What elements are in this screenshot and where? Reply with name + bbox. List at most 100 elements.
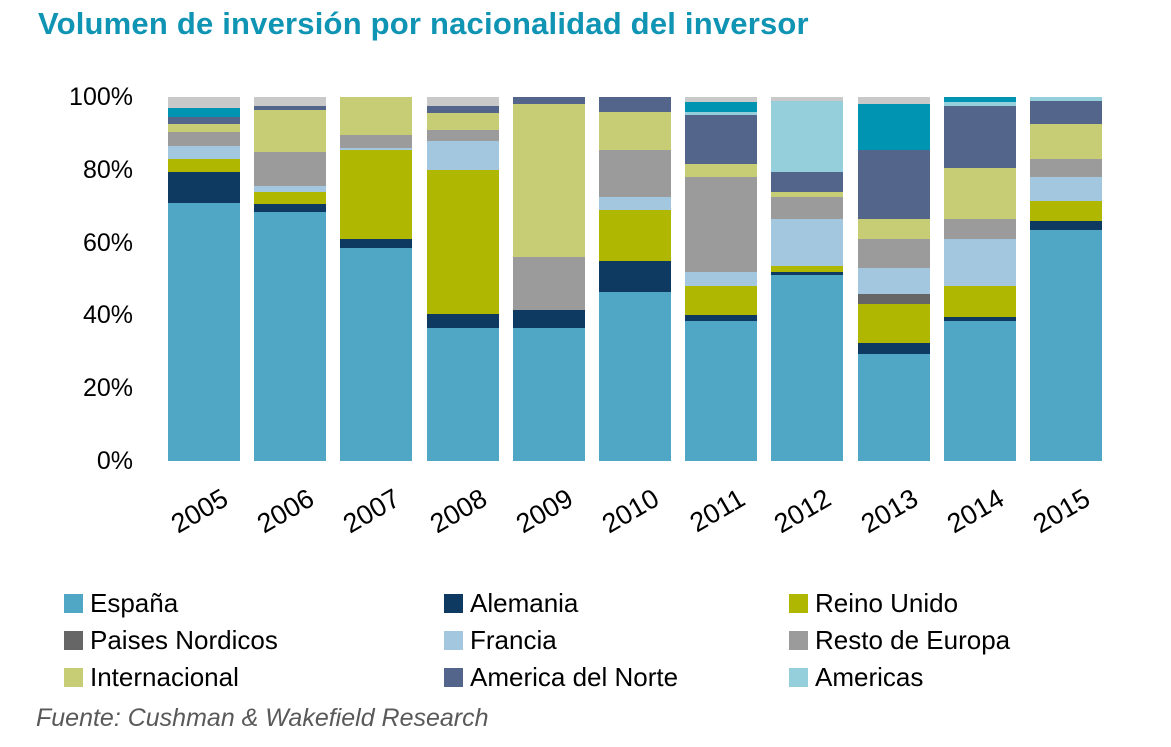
- bar-segment: [1030, 200, 1102, 221]
- x-axis-tick-label: 2007: [338, 483, 406, 540]
- bar-segment: [771, 100, 844, 172]
- bar-segment: [254, 191, 327, 205]
- x-axis-tick-label: 2013: [855, 483, 923, 540]
- source-note: Fuente: Cushman & Wakefield Research: [36, 704, 489, 732]
- legend-swatch-icon: [444, 593, 463, 613]
- bar-segment: [168, 202, 240, 461]
- bar-segment: [599, 97, 671, 112]
- bar-segment: [771, 171, 844, 192]
- bar-segment: [254, 211, 327, 461]
- bar-segment: [1030, 97, 1102, 101]
- bar-segment: [426, 140, 499, 170]
- bar-segment: [512, 309, 585, 329]
- bar-segment: [943, 218, 1016, 239]
- chart-legend: España Alemania Reino Unido Paises Nordicos…: [64, 588, 1010, 692]
- legend-item: Americas: [789, 662, 1010, 692]
- bar-segment: [943, 238, 1016, 287]
- bar-segment: [426, 106, 499, 114]
- legend-swatch-icon: [64, 630, 83, 650]
- x-axis-tick-label: 2012: [769, 483, 837, 540]
- bar-segment: [168, 171, 240, 203]
- bar-segment: [857, 218, 930, 239]
- bar-segment: [1030, 158, 1102, 178]
- bar-segment: [857, 304, 930, 343]
- legend-swatch-icon: [789, 593, 808, 613]
- bar-segment: [254, 204, 327, 212]
- bar-segment: [168, 146, 240, 159]
- bar-segment: [771, 97, 844, 101]
- y-axis-tick-label: 0%: [96, 447, 133, 475]
- bar-segment: [168, 124, 240, 132]
- y-axis-tick-label: 100%: [69, 83, 133, 111]
- legend-item: Paises Nordicos: [64, 625, 444, 655]
- bar-segment: [685, 271, 758, 287]
- legend-item: Reino Unido: [789, 588, 1010, 618]
- bar-segment: [685, 102, 758, 112]
- legend-swatch-icon: [789, 667, 808, 687]
- bar-segment: [599, 111, 671, 150]
- legend-label: Resto de Europa: [815, 625, 1011, 655]
- bar-segment: [340, 135, 413, 148]
- bar-segment: [771, 275, 844, 461]
- legend-label: Americas: [815, 662, 924, 692]
- bar-segment: [857, 268, 930, 294]
- bar-segment: [599, 149, 671, 198]
- bar-segment: [254, 109, 327, 152]
- bar-segment: [857, 238, 930, 269]
- legend-item: Resto de Europa: [789, 625, 1010, 655]
- bar-segment: [168, 158, 240, 172]
- bar-segment: [771, 191, 844, 198]
- bar-segment: [254, 186, 327, 192]
- legend-swatch-icon: [444, 667, 463, 687]
- bar-segment: [857, 342, 930, 354]
- legend-label: Alemania: [470, 588, 579, 618]
- bar-segment: [599, 291, 671, 461]
- bar-segment: [685, 111, 758, 116]
- bar-segment: [426, 97, 499, 107]
- bar-segment: [685, 177, 758, 272]
- bar-segment: [1030, 100, 1102, 125]
- bar-segment: [599, 260, 671, 292]
- legend-label: Reino Unido: [815, 588, 959, 618]
- bar-segment: [857, 104, 930, 150]
- chart-title: Volumen de inversión por nacionalidad de…: [38, 6, 809, 41]
- y-axis-tick-label: 20%: [82, 374, 133, 403]
- bar-segment: [857, 97, 930, 105]
- bar-segment: [254, 97, 327, 107]
- bar-segment: [857, 293, 930, 305]
- legend-swatch-icon: [64, 667, 83, 687]
- bar-segment: [685, 286, 758, 316]
- y-axis-tick-label: 60%: [82, 228, 133, 257]
- y-axis-tick-label: 40%: [82, 301, 133, 330]
- x-axis-tick-label: 2008: [424, 483, 492, 540]
- bar-segment: [943, 97, 1016, 103]
- bar-segment: [340, 97, 413, 136]
- legend-swatch-icon: [64, 593, 83, 613]
- legend-label: España: [90, 588, 179, 618]
- bar-segment: [340, 238, 413, 249]
- bar-segment: [426, 169, 499, 314]
- bar-segment: [685, 320, 758, 461]
- bar-segment: [168, 131, 240, 147]
- bar-segment: [1030, 229, 1102, 461]
- bar-segment: [1030, 177, 1102, 201]
- bar-segment: [771, 197, 844, 219]
- bar-segment: [685, 115, 758, 165]
- bar-segment: [943, 102, 1016, 107]
- bar-segment: [943, 317, 1016, 321]
- bar-segment: [943, 106, 1016, 168]
- bar-segment: [599, 209, 671, 261]
- legend-label: America del Norte: [470, 662, 679, 692]
- bar-segment: [340, 149, 413, 239]
- x-axis-tick-label: 2005: [165, 483, 233, 540]
- bar-segment: [254, 151, 327, 187]
- bar-segment: [1030, 220, 1102, 230]
- bar-segment: [168, 107, 240, 117]
- bar-segment: [599, 197, 671, 210]
- legend-item: Francia: [444, 625, 789, 655]
- bar-segment: [771, 271, 844, 276]
- legend-label: Francia: [470, 625, 557, 655]
- legend-item: America del Norte: [444, 662, 789, 692]
- bar-segment: [771, 218, 844, 267]
